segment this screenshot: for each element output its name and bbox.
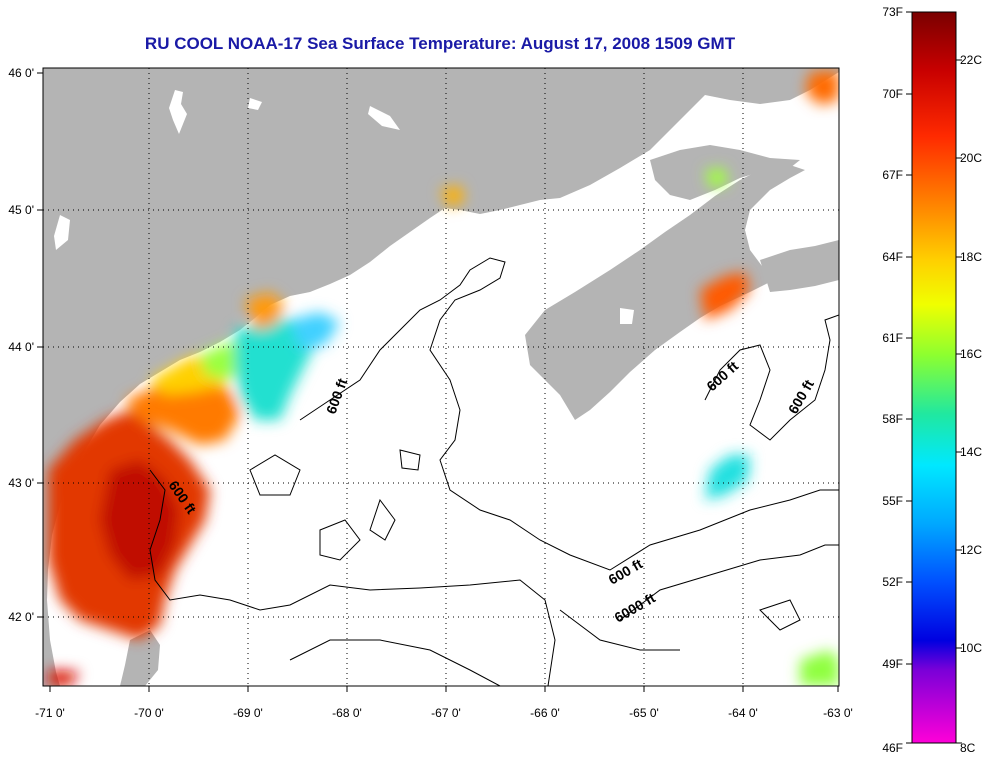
lat-label: 44 0' <box>8 340 34 354</box>
colorbar-f-label: 64F <box>882 250 903 264</box>
colorbar-f-label: 49F <box>882 657 903 671</box>
lon-label: -71 0' <box>35 706 65 720</box>
colorbar-f-label: 52F <box>882 575 903 589</box>
lon-label: -64 0' <box>728 706 758 720</box>
colorbar-f-label: 46F <box>882 741 903 755</box>
land-nova-scotia <box>525 165 805 420</box>
lat-label: 45 0' <box>8 203 34 217</box>
map-title: RU COOL NOAA-17 Sea Surface Temperature:… <box>144 34 736 53</box>
lat-label: 46 0' <box>8 66 34 80</box>
colorbar-c-label: 20C <box>960 151 982 165</box>
colorbar-c-label: 14C <box>960 445 982 459</box>
lon-label: -65 0' <box>629 706 659 720</box>
latitude-labels: 46 0' 45 0' 44 0' 43 0' 42 0' <box>8 66 34 624</box>
colorbar-f-label: 67F <box>882 168 903 182</box>
sst-overlay <box>48 70 839 686</box>
colorbar-f-label: 58F <box>882 412 903 426</box>
land-cape-cod <box>120 630 160 686</box>
colorbar-c-label: 8C <box>960 741 976 755</box>
lon-label: -68 0' <box>332 706 362 720</box>
colorbar-c-label: 10C <box>960 641 982 655</box>
lon-label: -69 0' <box>233 706 263 720</box>
lon-label: -63 0' <box>823 706 853 720</box>
map-border <box>42 67 840 687</box>
land-cape-breton <box>760 240 839 292</box>
colorbar-f-label: 55F <box>882 494 903 508</box>
lon-label: -66 0' <box>530 706 560 720</box>
lat-label: 43 0' <box>8 476 34 490</box>
colorbar-c-label: 18C <box>960 250 982 264</box>
lon-label: -70 0' <box>134 706 164 720</box>
longitude-labels: -71 0' -70 0' -69 0' -68 0' -67 0' -66 0… <box>35 706 853 720</box>
lon-label: -67 0' <box>431 706 461 720</box>
colorbar-c-label: 22C <box>960 53 982 67</box>
lat-label: 42 0' <box>8 610 34 624</box>
colorbar-c-label: 12C <box>960 543 982 557</box>
colorbar: 73F 70F 67F 64F 61F 58F 55F 52F 49F 46F … <box>882 5 982 755</box>
land-mainland <box>43 68 839 686</box>
colorbar-f-label: 61F <box>882 331 903 345</box>
colorbar-c-label: 16C <box>960 347 982 361</box>
axis-ticks <box>37 72 839 692</box>
graticule <box>43 68 839 686</box>
colorbar-f-label: 70F <box>882 87 903 101</box>
colorbar-f-label: 73F <box>882 5 903 19</box>
colorbar-scale <box>911 11 957 744</box>
isobath-contours <box>149 257 839 686</box>
